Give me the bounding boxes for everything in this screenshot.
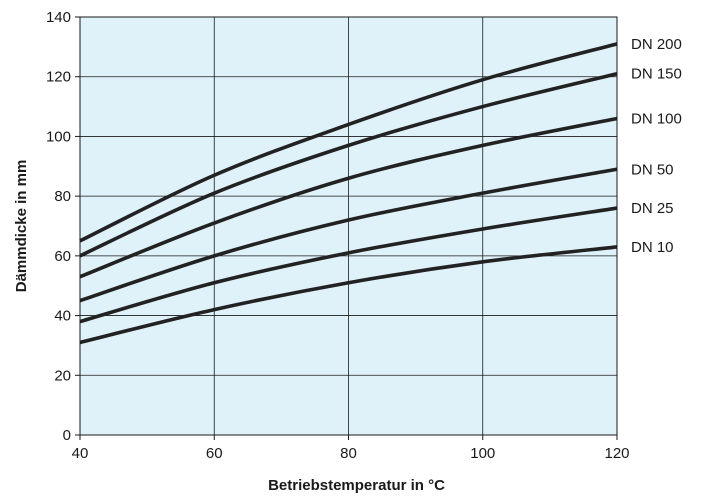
series-line-dn-150 — [79, 71, 618, 258]
y-tick-label: 0 — [63, 427, 71, 444]
series-line-dn-100 — [79, 116, 618, 279]
x-tick-label: 80 — [340, 445, 357, 462]
x-axis-title: Betriebstemperatur in °C — [268, 477, 445, 494]
series-label-dn-150: DN 150 — [631, 66, 682, 83]
y-tick-label: 120 — [46, 69, 71, 86]
x-tick-label: 40 — [72, 445, 89, 462]
axes: 0 20 40 60 80 100 120 140 40 60 80 100 120 — [46, 9, 630, 462]
x-tick-label: 60 — [206, 445, 223, 462]
y-tick-label: 40 — [54, 308, 71, 325]
x-tick-label: 100 — [470, 445, 495, 462]
series-label-dn-200: DN 200 — [631, 36, 682, 53]
series-label-dn-50: DN 50 — [631, 161, 674, 178]
series-line-dn-25 — [79, 206, 618, 324]
series-line-dn-200 — [79, 42, 618, 243]
series-label-dn-25: DN 25 — [631, 200, 674, 217]
y-axis-title: Dämmdicke in mm — [13, 160, 30, 293]
series-lines — [79, 42, 618, 345]
series-line-dn-10 — [79, 245, 618, 345]
y-tick-label: 60 — [54, 248, 71, 265]
y-tick-label: 80 — [54, 188, 71, 205]
x-tick-label: 120 — [604, 445, 629, 462]
series-label-dn-100: DN 100 — [631, 111, 682, 128]
series-line-dn-50 — [79, 167, 618, 303]
series-labels: DN 200 DN 150 DN 100 DN 50 DN 25 DN 10 — [631, 36, 682, 256]
y-tick-label: 140 — [46, 9, 71, 26]
y-tick-label: 20 — [54, 367, 71, 384]
y-tick-label: 100 — [46, 128, 71, 145]
series-label-dn-10: DN 10 — [631, 239, 674, 256]
